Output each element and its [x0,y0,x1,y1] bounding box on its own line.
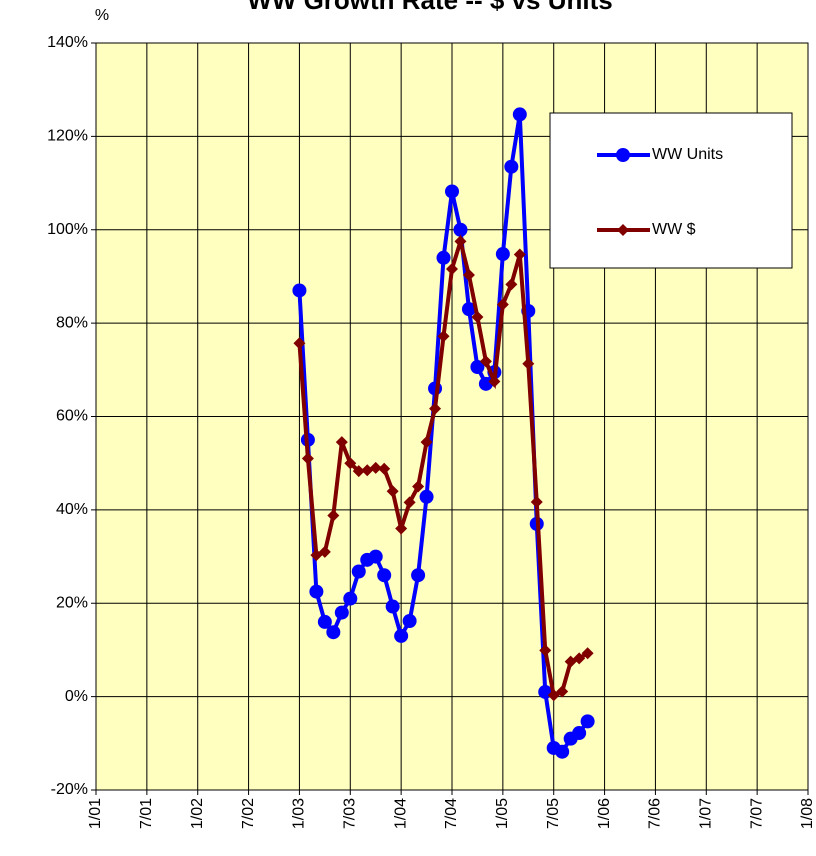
point [352,465,365,478]
point [512,107,527,122]
point [555,744,570,759]
point [429,402,442,415]
x-tick-label: 1/03 [291,798,308,829]
legend-box [549,112,793,269]
y-tick-label: 60% [56,408,88,425]
x-tick-label: 1/08 [799,798,816,829]
point [495,247,510,262]
legend-label: WW $ [652,221,696,238]
y-tick-label: -20% [51,781,88,798]
point [572,726,587,741]
y-tick-label: 120% [47,128,88,145]
legend-label: WW Units [652,146,723,163]
point [488,375,501,388]
point [327,509,340,522]
x-tick-label: 7/02 [240,798,257,829]
legend-marker [616,148,630,162]
point [420,436,433,449]
point [547,689,560,702]
point [309,584,324,599]
point [361,464,374,477]
point [461,302,476,317]
x-tick-label: 1/07 [698,798,715,829]
point [446,262,458,275]
point [317,614,332,629]
point [326,625,341,640]
point [394,628,409,643]
point [351,564,366,579]
point [478,376,493,391]
point [335,436,348,449]
x-tick-label: 1/06 [596,798,613,829]
point [385,599,400,614]
point [470,360,485,375]
x-tick-label: 1/04 [392,798,409,829]
legend: WW Units WW $ [549,112,793,269]
point [292,283,307,298]
point [436,250,451,265]
y-axis-label: % [95,7,109,24]
point [344,457,357,470]
legend-marker [617,224,629,236]
point [403,496,416,509]
x-tick-label: 1/01 [87,798,104,829]
chart-title: WW Growth Rate -- $ vs Units [247,0,612,15]
point [368,549,383,564]
y-tick-label: 100% [47,221,88,238]
point [504,159,519,174]
point [411,568,426,583]
point [505,278,518,291]
point [301,452,314,465]
point [293,337,306,350]
point [318,545,331,558]
point [419,489,434,504]
y-tick-label: 140% [47,34,88,51]
point [334,605,349,620]
x-tick-label: 1/02 [189,798,206,829]
point [573,652,586,665]
x-tick-label: 7/07 [748,798,765,829]
point [454,235,467,248]
point [395,522,408,535]
x-tick-label: 7/01 [138,798,155,829]
point [513,248,526,261]
point [556,685,569,698]
y-tick-label: 0% [65,688,88,705]
x-tick-label: 7/03 [342,798,359,829]
point [369,461,382,474]
point [412,480,425,493]
point [386,485,399,498]
point [377,568,392,583]
x-tick-label: 7/05 [545,798,562,829]
point [453,222,468,237]
y-tick-label: 40% [56,501,88,518]
point [496,298,509,311]
point [343,591,358,606]
point [445,184,459,199]
x-tick-label: 7/06 [647,798,664,829]
point [437,330,450,343]
point [522,357,535,370]
y-tick-label: 20% [56,594,88,611]
point [530,495,543,508]
y-tick-label: 80% [56,314,88,331]
point [479,355,492,368]
point [580,714,595,729]
point [581,647,594,660]
point [378,462,391,475]
point [462,269,475,282]
x-tick-label: 7/04 [443,798,460,829]
point [471,311,484,324]
point [402,613,417,628]
x-tick-label: 1/05 [494,798,511,829]
point [539,644,552,657]
